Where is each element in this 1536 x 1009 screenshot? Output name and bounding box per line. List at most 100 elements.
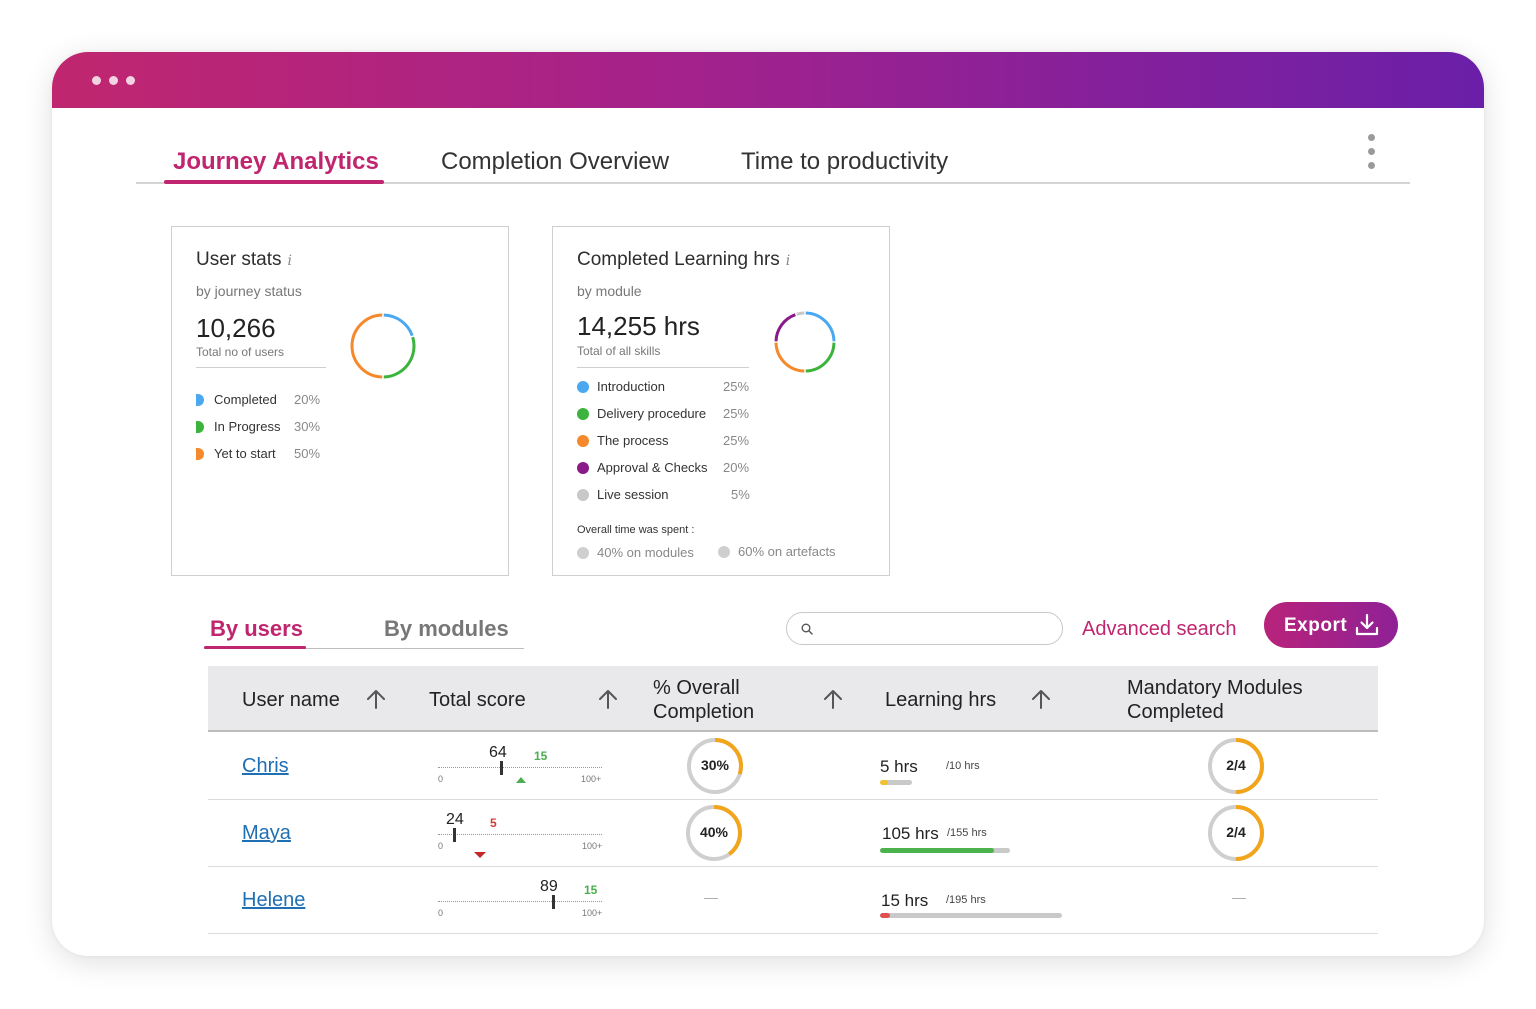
learning-hrs-total: /195 hrs (946, 894, 986, 906)
ring-progress (687, 738, 743, 794)
score-track (438, 767, 602, 768)
search-box (786, 612, 1063, 645)
score-track (438, 901, 602, 902)
legend-swatch (577, 489, 589, 501)
legend-item-introduction: Introduction 25% (577, 379, 749, 395)
learning-hrs: 5 hrs (880, 757, 918, 776)
legend-swatch (577, 462, 589, 474)
advanced-search-link[interactable]: Advanced search (1082, 618, 1237, 640)
main-tabs: Journey Analytics Completion Overview Ti… (136, 148, 1410, 184)
tab-time-to-productivity[interactable]: Time to productivity (741, 148, 949, 175)
mandatory-count: 2/4 (1226, 824, 1246, 840)
donut-segment (383, 336, 416, 379)
tab-completion-overview[interactable]: Completion Overview (441, 148, 670, 175)
legend-pct: 25% (723, 406, 750, 421)
completion-pct: 40% (699, 824, 729, 840)
col-total-score: Total score (429, 689, 526, 711)
more-options-icon[interactable] (1366, 134, 1376, 172)
tab-by-users[interactable]: By users (210, 616, 303, 641)
tab-journey-analytics[interactable]: Journey Analytics (173, 148, 379, 175)
learning-progress-fill (880, 848, 994, 853)
total-users-label: Total no of users (196, 345, 285, 359)
info-icon[interactable]: i (785, 253, 791, 269)
divider (196, 367, 326, 368)
tab-by-modules[interactable]: By modules (384, 616, 509, 641)
legend-label: Delivery procedure (597, 406, 707, 421)
donut-segment (774, 342, 805, 373)
search-icon (801, 623, 813, 635)
legend-label: Completed (214, 392, 277, 407)
ring-progress (1208, 805, 1264, 861)
scale-max: 100+ (582, 841, 603, 851)
learning-progress-fill (880, 913, 890, 918)
score-delta: 15 (534, 749, 548, 763)
learning-hrs: 15 hrs (881, 891, 929, 910)
legend-swatch (577, 408, 589, 420)
legend-item-the-process: The process 25% (577, 433, 749, 449)
export-button[interactable]: Export (1264, 602, 1398, 648)
legend-pct: 20% (294, 392, 321, 407)
col-overall-completion: % Overall Completion (653, 676, 754, 724)
donut-segment (774, 313, 796, 342)
info-icon[interactable]: i (287, 253, 293, 269)
user-stats-card: User stats i by journey status 10,266 Tot… (171, 226, 509, 576)
sort-arrow-up-icon[interactable] (822, 688, 844, 710)
card-title: Completed Learning hrs i (577, 249, 790, 271)
score-indicator: 89 15 0 100+ (436, 867, 606, 934)
score-marker (500, 761, 503, 775)
legend-label: The process (597, 433, 669, 448)
overall-artefacts-text: 60% on artefacts (738, 544, 836, 559)
trend-down-icon (474, 852, 486, 858)
col-user-name: User name (242, 689, 340, 711)
overall-time-label: Overall time was spent : (577, 524, 695, 536)
window-dots (92, 76, 135, 85)
legend-label: Approval & Checks (597, 460, 708, 475)
legend-pct: 25% (723, 379, 750, 394)
learning-hrs-total: /10 hrs (946, 760, 980, 772)
sort-arrow-up-icon[interactable] (365, 688, 387, 710)
mandatory-count: 2/4 (1226, 757, 1246, 773)
sort-arrow-up-icon[interactable] (597, 688, 619, 710)
active-tab-indicator (164, 180, 384, 184)
scale-min: 0 (438, 841, 444, 851)
user-name-link[interactable]: Maya (242, 822, 291, 844)
score-marker (552, 895, 555, 909)
sort-arrow-up-icon[interactable] (1030, 688, 1052, 710)
user-status-donut (350, 313, 416, 379)
mandatory-empty: — (1232, 889, 1246, 905)
table-row: Chris 64 15 0 100+ 30% 5 hrs /10 hrs 2/4 (208, 733, 1378, 800)
legend-label: Yet to start (214, 446, 276, 461)
learning-hrs-card: Completed Learning hrs i by module 14,255… (552, 226, 890, 576)
donut-segment (383, 313, 414, 337)
col-learning-hrs: Learning hrs (885, 689, 997, 711)
app-window: Journey Analytics Completion Overview Ti… (52, 52, 1484, 956)
total-hrs: 14,255 hrs (577, 311, 700, 341)
user-name-link[interactable]: Chris (242, 755, 289, 777)
card-subtitle: by module (577, 283, 642, 299)
donut-segment (805, 342, 836, 373)
score-delta: 15 (584, 883, 598, 897)
table-header: User name Total score % Overall Completio… (208, 666, 1378, 732)
ring-progress (686, 805, 742, 861)
total-users: 10,266 (196, 313, 276, 343)
legend-label: In Progress (214, 419, 281, 434)
search-input[interactable] (821, 619, 1051, 639)
legend-pct: 20% (723, 460, 750, 475)
legend-item-yet-to-start: Yet to start 50% (196, 446, 326, 462)
legend-pct: 30% (294, 419, 321, 434)
legend-pct: 25% (723, 433, 750, 448)
user-name-link[interactable]: Helene (242, 889, 306, 911)
learning-hrs-total: /155 hrs (947, 827, 987, 839)
overall-modules-text: 40% on modules (597, 545, 694, 560)
completion-ring: 40% (684, 803, 744, 863)
mandatory-ring: 2/4 (1206, 803, 1266, 863)
col-overall-completion-line1: % Overall (653, 677, 740, 699)
col-mandatory-line1: Mandatory Modules (1127, 677, 1303, 699)
legend-swatch (196, 448, 204, 460)
active-view-indicator (204, 646, 306, 649)
legend-swatch (196, 421, 204, 433)
legend-label: Introduction (597, 379, 665, 394)
col-overall-completion-line2: Completion (653, 701, 755, 723)
score-track (438, 834, 602, 835)
learning-progress-bar (880, 913, 1062, 918)
